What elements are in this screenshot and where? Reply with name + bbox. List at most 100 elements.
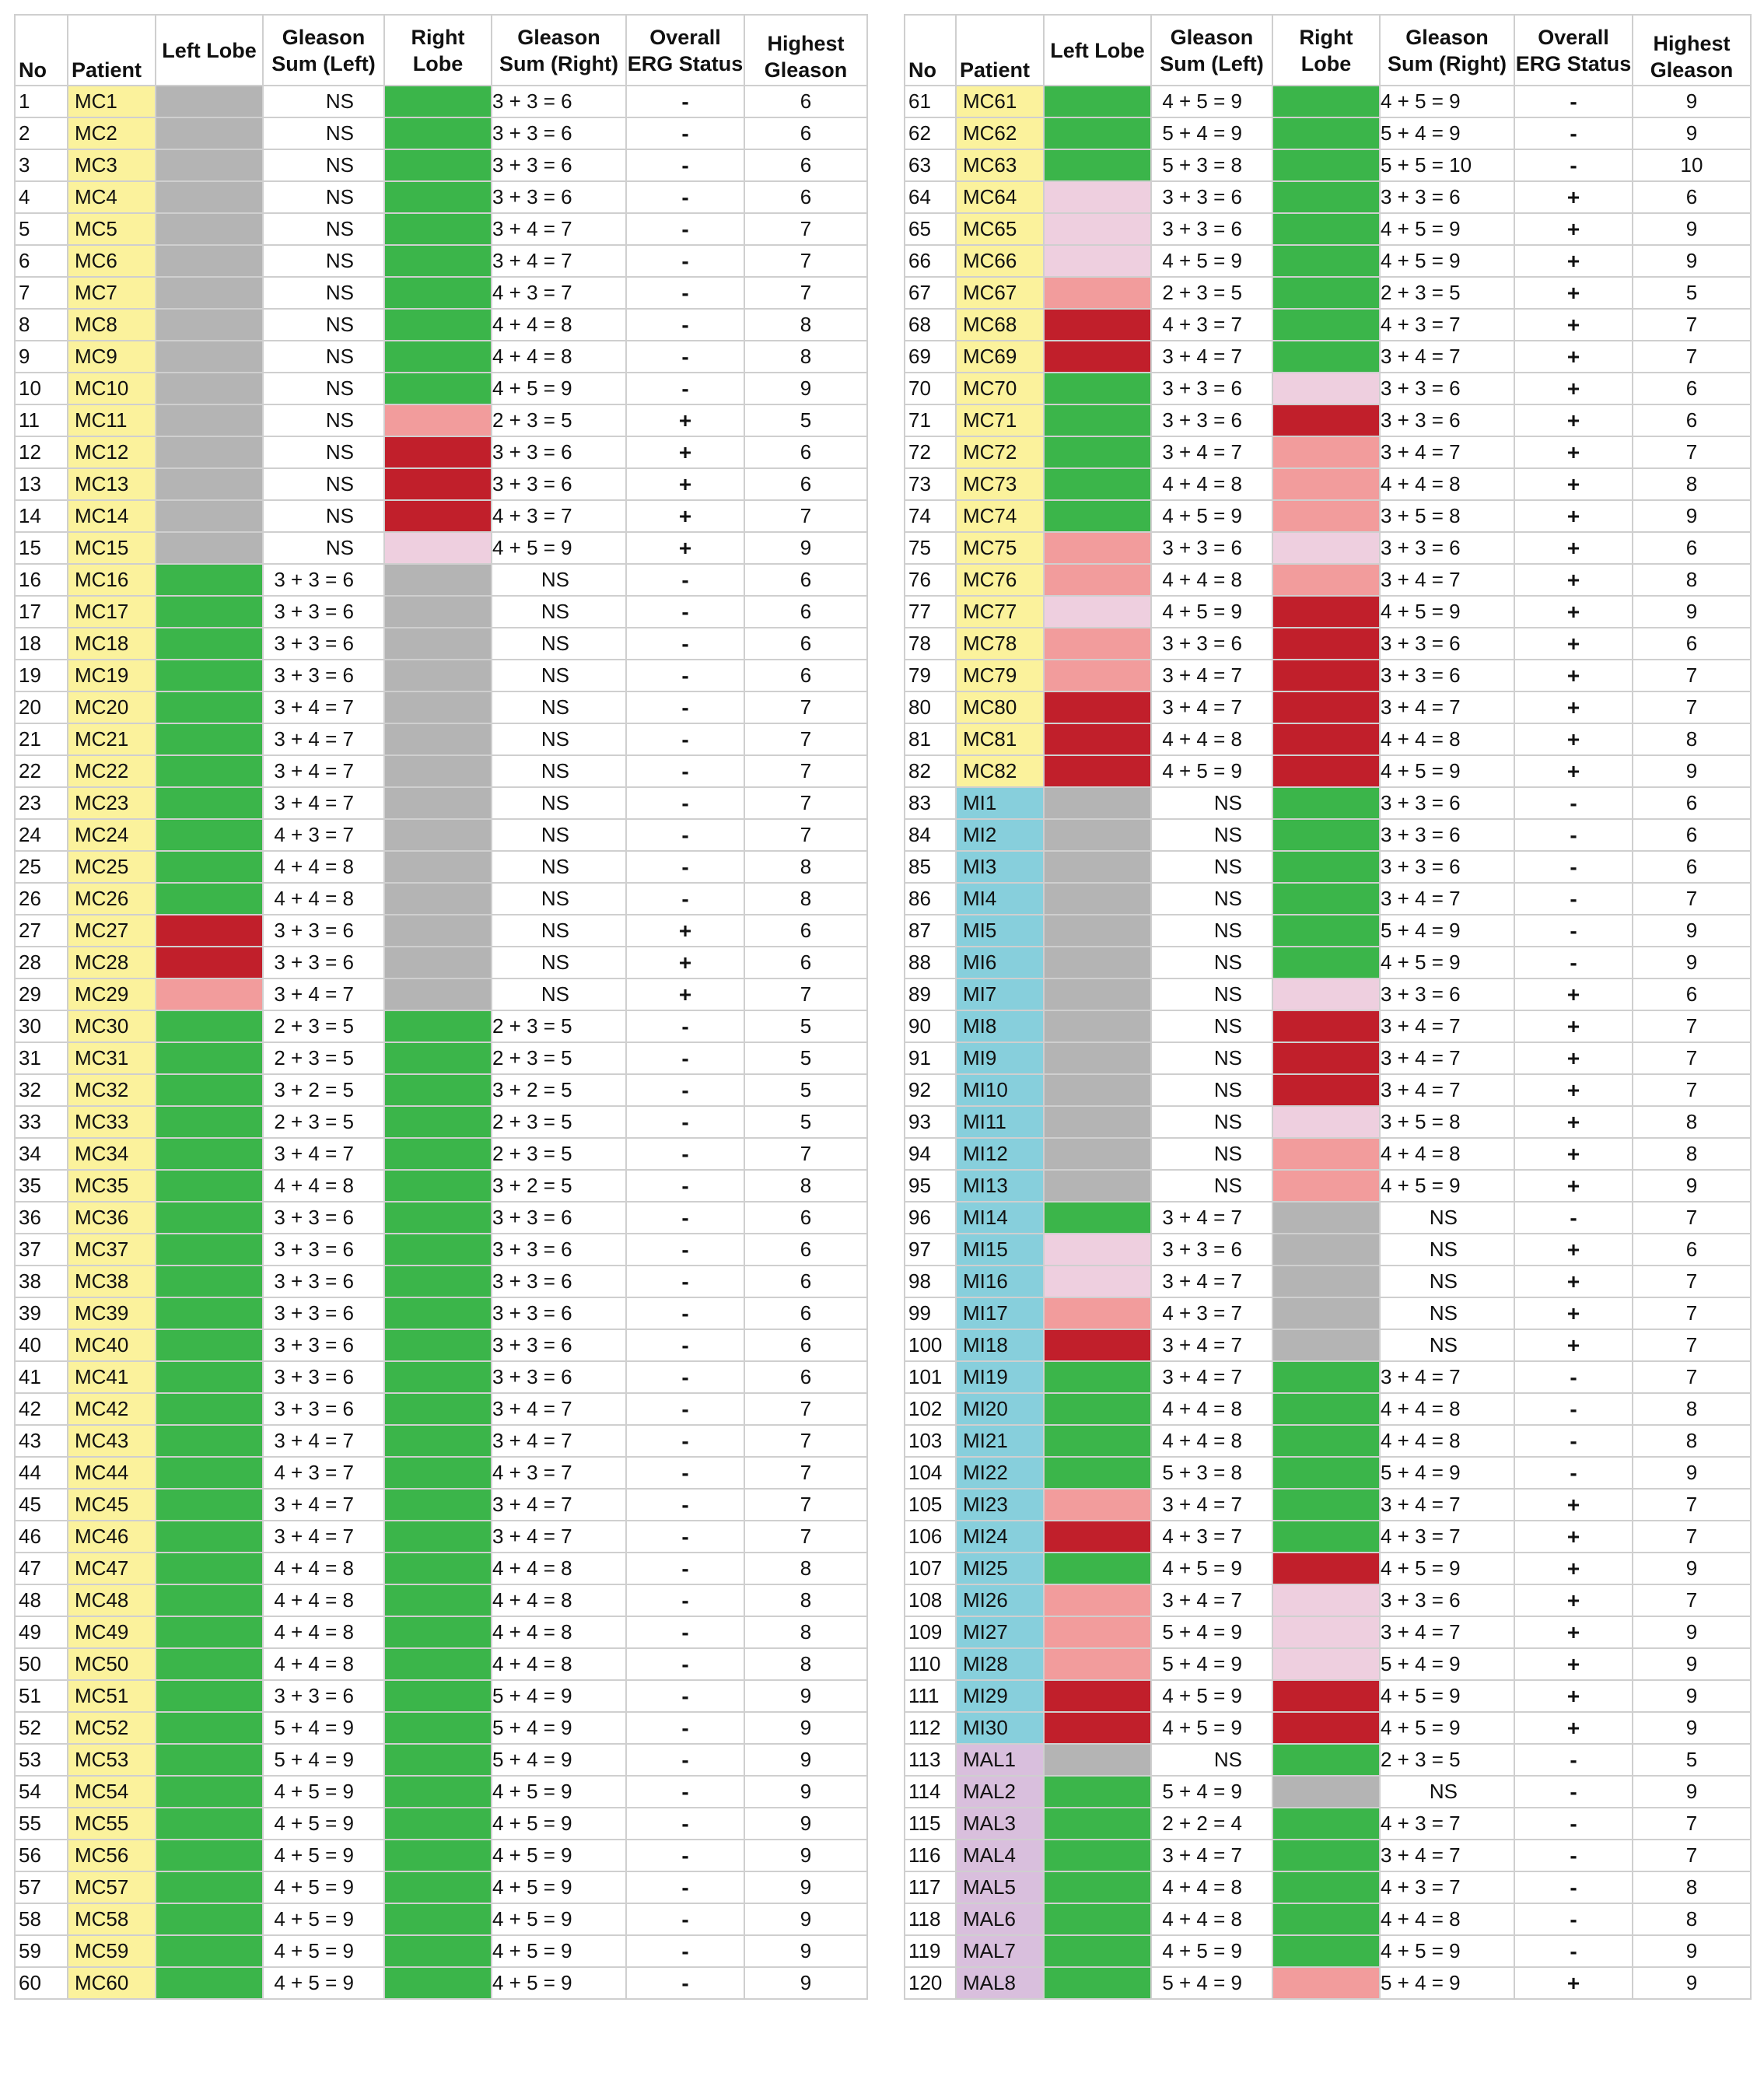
table-row: 76 MC76 4 + 4 = 8 3 + 4 = 7 +8 [904, 563, 1752, 597]
gleason-sum-left: 3 + 3 = 6 [262, 1201, 385, 1234]
highest-gleason: 8 [1632, 1105, 1752, 1139]
gleason-sum-right: 2 + 3 = 5 [491, 1010, 627, 1043]
right-lobe-status-swatch [1272, 850, 1381, 884]
left-lobe-status-swatch [1043, 308, 1152, 341]
left-lobe-status-swatch [155, 1201, 264, 1234]
gleason-sum-right: 4 + 3 = 7 [1379, 1520, 1515, 1553]
right-lobe-status-swatch [383, 1265, 492, 1298]
highest-gleason: 9 [744, 1775, 868, 1808]
right-lobe-status-swatch [383, 1233, 492, 1266]
gleason-sum-right: 4 + 4 = 8 [491, 308, 627, 341]
highest-gleason: 7 [744, 786, 868, 820]
patient-id: MC11 [67, 404, 156, 437]
table-row: 17 MC17 3 + 3 = 6 NS -6 [14, 595, 868, 628]
left-lobe-status-swatch [155, 1010, 264, 1043]
highest-gleason: 8 [744, 1584, 868, 1617]
right-lobe-status-swatch [383, 1934, 492, 1968]
gleason-sum-right: 3 + 3 = 6 [491, 1201, 627, 1234]
highest-gleason: 6 [744, 1360, 868, 1394]
highest-gleason: 7 [1632, 1201, 1752, 1234]
row-number: 74 [904, 499, 957, 533]
erg-status: - [625, 180, 745, 214]
gleason-sum-left: 5 + 4 = 9 [262, 1743, 385, 1777]
left-lobe-status-swatch [1043, 1360, 1152, 1394]
erg-status: + [1514, 1966, 1633, 2000]
gleason-sum-left: 3 + 4 = 7 [1150, 1839, 1273, 1872]
row-number: 75 [904, 531, 957, 565]
gleason-sum-left: 4 + 5 = 9 [262, 1934, 385, 1968]
gleason-sum-right: 4 + 5 = 9 [491, 1807, 627, 1840]
table-row: 19 MC19 3 + 3 = 6 NS -6 [14, 659, 868, 692]
gleason-sum-right: 4 + 5 = 9 [1379, 1679, 1515, 1713]
gleason-sum-left: 4 + 5 = 9 [1150, 499, 1273, 533]
erg-status: + [1514, 1584, 1633, 1617]
gleason-sum-right: 5 + 4 = 9 [1379, 1647, 1515, 1681]
gleason-sum-right: 4 + 5 = 9 [491, 1775, 627, 1808]
highest-gleason: 9 [744, 1839, 868, 1872]
gleason-sum-right: NS [491, 850, 627, 884]
row-number: 119 [904, 1934, 957, 1968]
gleason-sum-right: NS [1379, 1297, 1515, 1330]
gleason-sum-left: 4 + 5 = 9 [1150, 1934, 1273, 1968]
erg-status: + [1514, 754, 1633, 788]
row-number: 60 [14, 1966, 68, 2000]
highest-gleason: 9 [1632, 1456, 1752, 1490]
gleason-sum-right: 4 + 4 = 8 [1379, 1392, 1515, 1426]
highest-gleason: 9 [744, 1807, 868, 1840]
row-number: 22 [14, 754, 68, 788]
patient-id: MI28 [955, 1647, 1045, 1681]
patient-id: MC14 [67, 499, 156, 533]
erg-status: - [625, 244, 745, 278]
left-lobe-status-swatch [155, 1329, 264, 1362]
erg-status: - [1514, 117, 1633, 150]
gleason-sum-left: 4 + 4 = 8 [1150, 1903, 1273, 1936]
gleason-sum-right: 3 + 3 = 6 [491, 1329, 627, 1362]
gleason-sum-left: 4 + 4 = 8 [1150, 563, 1273, 597]
highest-gleason: 6 [744, 436, 868, 469]
table-row: 114 MAL2 5 + 4 = 9 NS -9 [904, 1775, 1752, 1808]
left-lobe-status-swatch [155, 723, 264, 756]
erg-status: - [625, 1265, 745, 1298]
row-number: 13 [14, 467, 68, 501]
patient-id: MC68 [955, 308, 1045, 341]
row-number: 108 [904, 1584, 957, 1617]
highest-gleason: 8 [1632, 1137, 1752, 1171]
gleason-sum-left: 5 + 4 = 9 [1150, 1775, 1273, 1808]
row-number: 52 [14, 1711, 68, 1745]
erg-status: - [625, 1966, 745, 2000]
highest-gleason: 7 [1632, 1584, 1752, 1617]
erg-status: - [625, 1137, 745, 1171]
gleason-sum-left: 5 + 4 = 9 [1150, 1647, 1273, 1681]
left-lobe-status-swatch [1043, 1711, 1152, 1745]
left-lobe-status-swatch [1043, 1041, 1152, 1075]
table-row: 34 MC34 3 + 4 = 7 2 + 3 = 5-7 [14, 1137, 868, 1171]
patient-id: MI30 [955, 1711, 1045, 1745]
gleason-sum-left: 3 + 4 = 7 [262, 1424, 385, 1458]
left-lobe-status-swatch [1043, 1105, 1152, 1139]
row-number: 80 [904, 691, 957, 724]
gleason-sum-left: NS [262, 180, 385, 214]
row-number: 110 [904, 1647, 957, 1681]
row-number: 84 [904, 818, 957, 852]
highest-gleason: 7 [1632, 1010, 1752, 1043]
gleason-sum-right: 4 + 5 = 9 [491, 1966, 627, 2000]
highest-gleason: 8 [1632, 1903, 1752, 1936]
gleason-sum-left: 2 + 3 = 5 [262, 1010, 385, 1043]
patient-id: MC71 [955, 404, 1045, 437]
patient-id: MC57 [67, 1871, 156, 1904]
gleason-sum-left: 3 + 4 = 7 [262, 723, 385, 756]
right-lobe-status-swatch [1272, 1903, 1381, 1936]
left-lobe-status-swatch [1043, 1010, 1152, 1043]
patient-id: MC55 [67, 1807, 156, 1840]
patient-id: MC81 [955, 723, 1045, 756]
erg-status: + [1514, 978, 1633, 1011]
patient-id: MC64 [955, 180, 1045, 214]
highest-gleason: 8 [744, 850, 868, 884]
